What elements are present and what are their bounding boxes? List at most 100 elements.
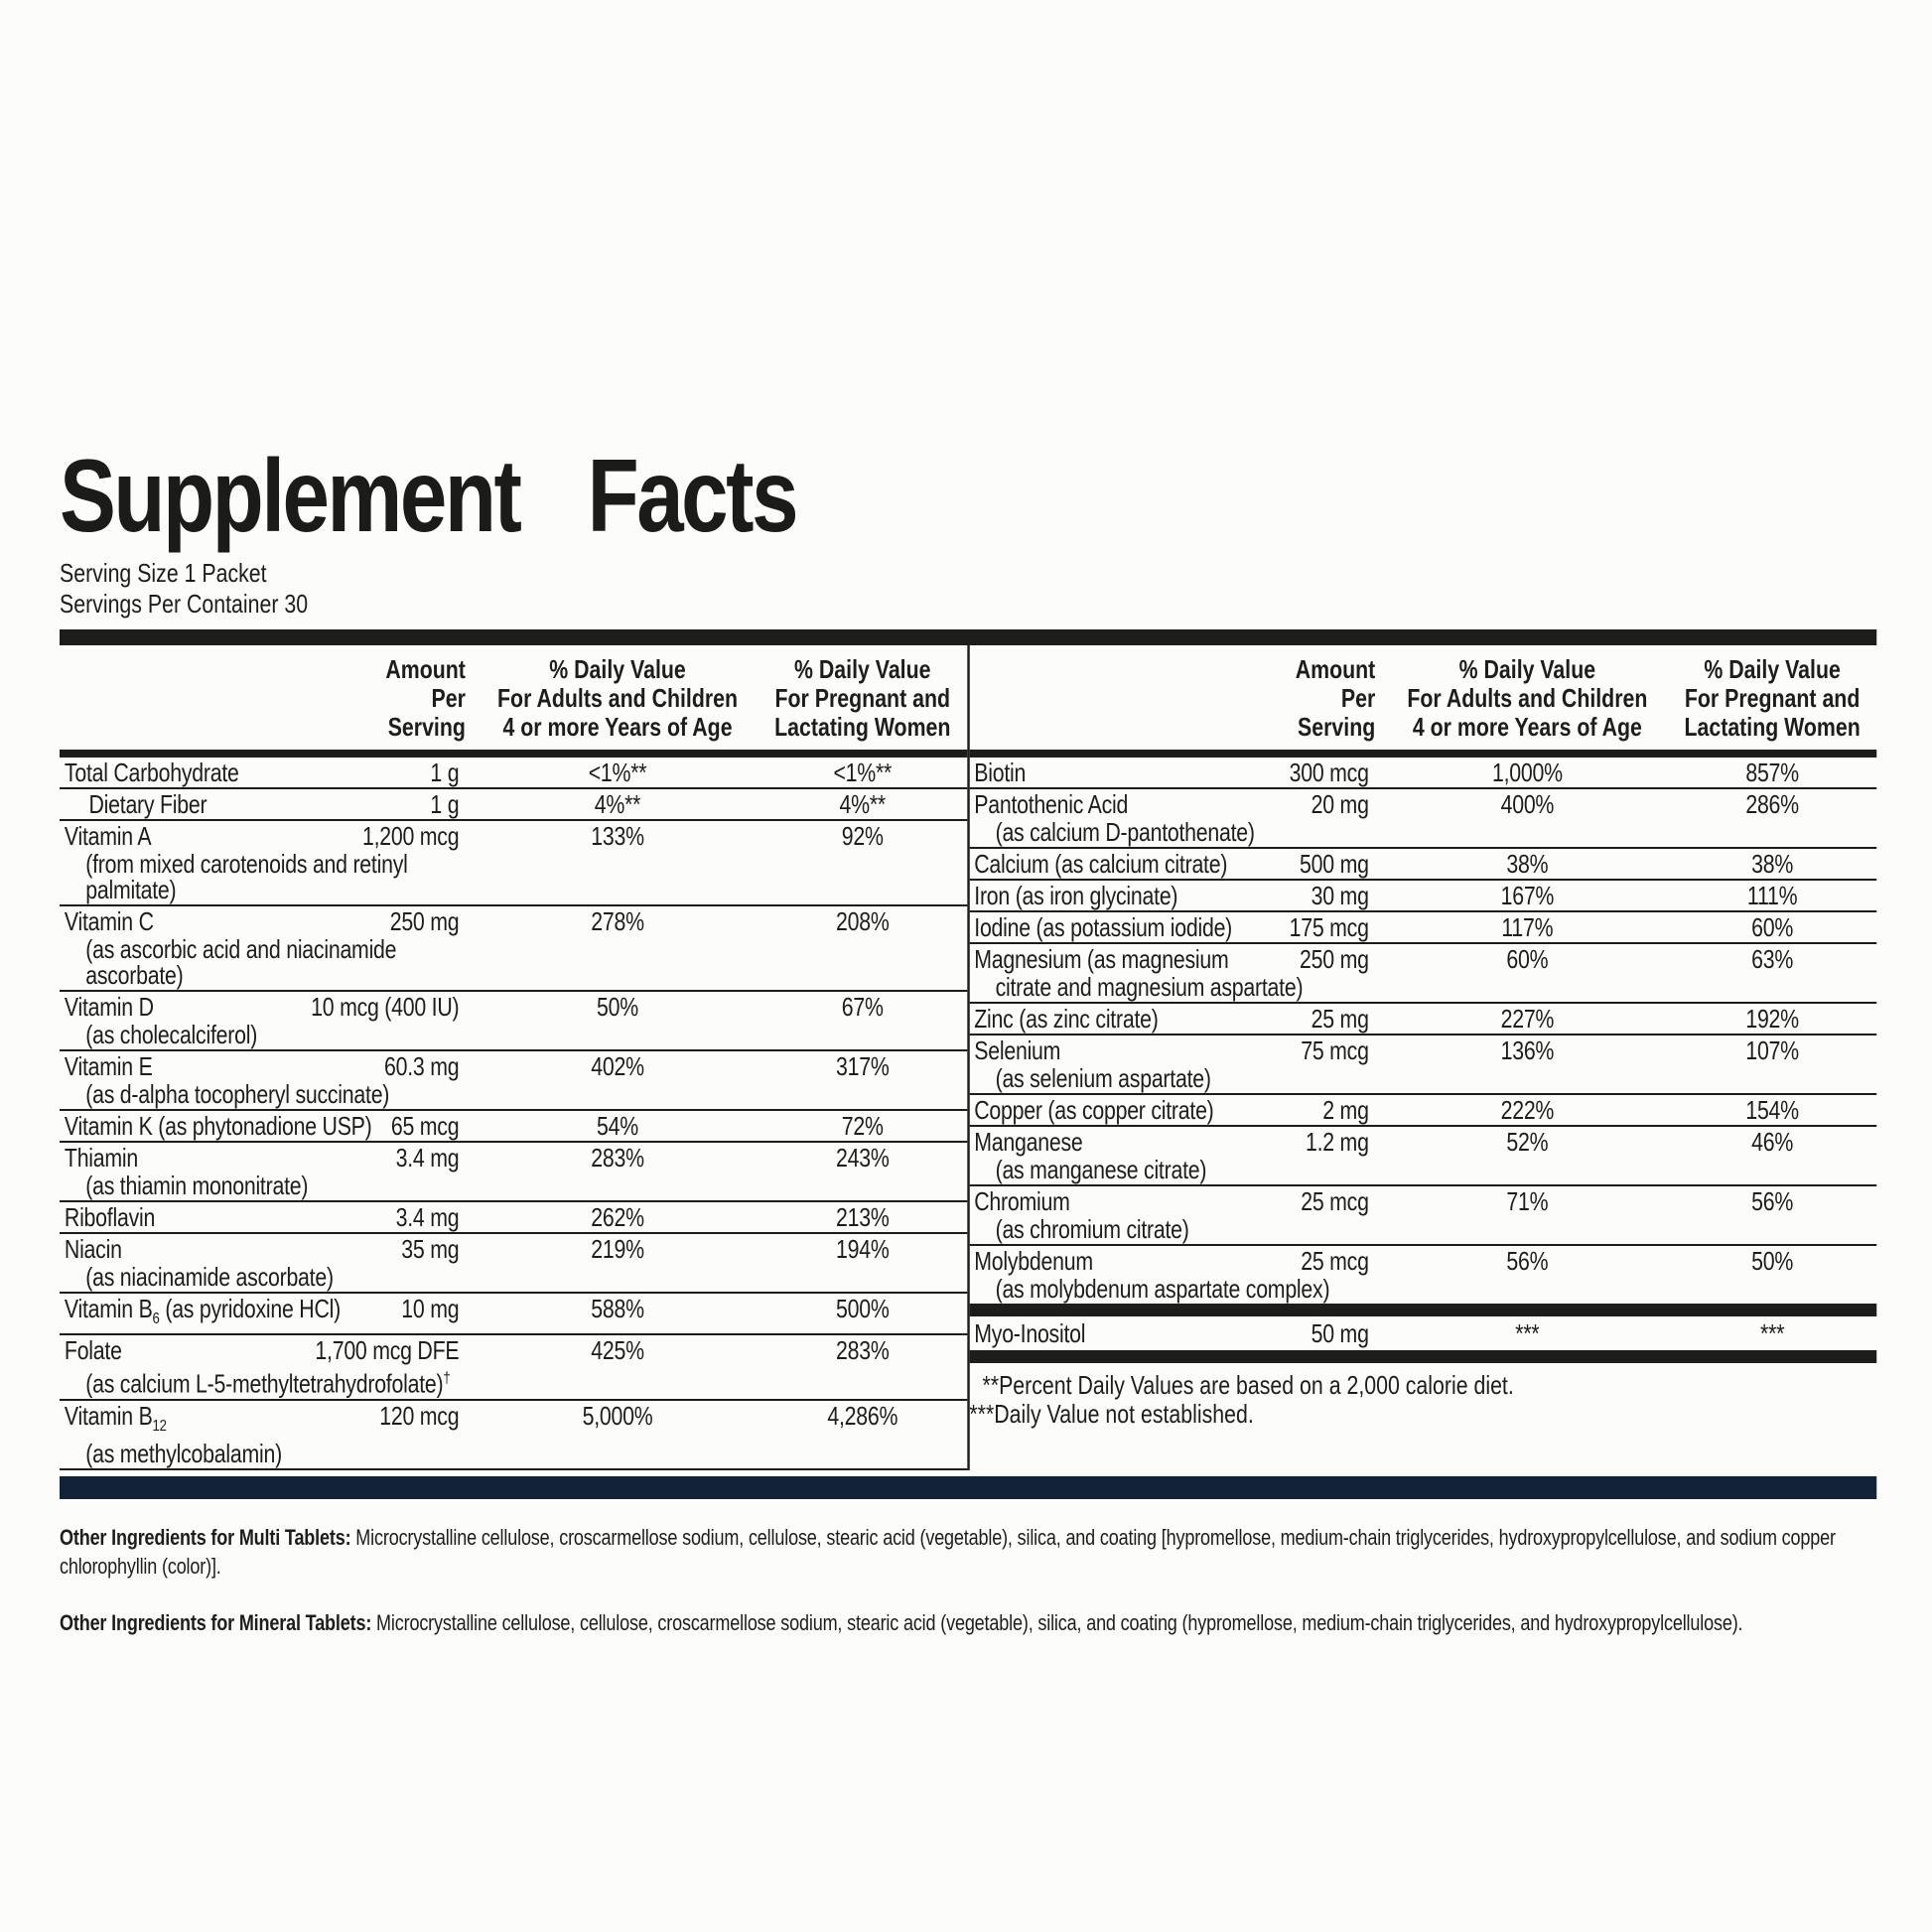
nutrient-cell: Vitamin B6 (as pyridoxine HCl) 10 mg bbox=[60, 1296, 477, 1331]
dv-pregnant-value: 56% bbox=[1751, 1186, 1794, 1216]
nutrient-source: (from mixed carotenoids and retinyl palm… bbox=[85, 849, 408, 904]
dv-pregnant-value: 72% bbox=[841, 1111, 884, 1141]
amount-column-header: Amount Per Serving bbox=[385, 654, 466, 742]
nutrient-cell: Zinc (as zinc citrate) 25 mg bbox=[969, 1006, 1386, 1032]
dv-adults-value: <1%** bbox=[588, 758, 647, 787]
left-table-header: Amount Per Serving % Daily Value For Adu… bbox=[60, 645, 967, 750]
nutrient-name: Riboflavin bbox=[64, 1202, 156, 1232]
dv-adults-column-header: % Daily Value For Adults and Children 4 … bbox=[497, 654, 739, 742]
nutrient-name: Manganese bbox=[974, 1127, 1083, 1157]
dv-pregnant-value: 286% bbox=[1745, 789, 1799, 819]
nutrient-source: (as chromium citrate) bbox=[995, 1214, 1189, 1244]
table-row: Myo-Inositol 50 mg *** *** bbox=[969, 1316, 1876, 1350]
nutrient-name: Myo-Inositol bbox=[974, 1318, 1086, 1348]
dv-adults-value: 278% bbox=[591, 906, 644, 936]
nutrient-name: Vitamin E bbox=[64, 1051, 153, 1081]
top-divider-bar bbox=[60, 629, 1877, 645]
amount-value: 500 mg bbox=[1300, 849, 1369, 879]
dv-adults-value: 133% bbox=[591, 821, 644, 851]
nutrient-cell: Pantothenic Acid 20 mg (as calcium D-panto… bbox=[969, 791, 1386, 845]
nutrient-name: Zinc (as zinc citrate) bbox=[974, 1004, 1159, 1034]
table-row: Iron (as iron glycinate) 30 mg 167% 111% bbox=[969, 881, 1877, 912]
amount-value: 25 mcg bbox=[1301, 1246, 1369, 1276]
table-row: Niacin 35 mg (as niacinamide ascorbate) 219… bbox=[60, 1234, 967, 1294]
nutrient-cell: Dietary Fiber 1 g bbox=[60, 791, 477, 817]
table-row: Iodine (as potassium iodide) 175 mcg 117% 6… bbox=[969, 912, 1877, 944]
right-table-rows: Biotin 300 mcg 1,000% 857% Pantothenic Acid 2… bbox=[969, 758, 1877, 1304]
amount-value: 50 mg bbox=[1311, 1318, 1369, 1348]
nutrient-cell: Manganese 1.2 mg (as manganese citrate) bbox=[969, 1129, 1386, 1182]
amount-value: 1,700 mcg DFE bbox=[315, 1335, 460, 1366]
nutrient-tables: Amount Per Serving % Daily Value For Adu… bbox=[60, 645, 1877, 1471]
label-content: Supplement Facts Serving Size 1 Packet S… bbox=[60, 445, 1877, 1637]
table-row: Molybdenum 25 mcg (as molybdenum aspartate… bbox=[969, 1246, 1876, 1304]
amount-value: 60.3 mg bbox=[384, 1051, 460, 1081]
nutrient-source: citrate and magnesium aspartate) bbox=[995, 972, 1304, 1002]
other-ingredients-multi-text: Microcrystalline cellulose, croscarmello… bbox=[60, 1525, 1836, 1580]
dv-pregnant-value: <1%** bbox=[833, 758, 893, 787]
bottom-navy-bar bbox=[60, 1476, 1877, 1500]
dv-adults-value: 52% bbox=[1506, 1127, 1549, 1157]
nutrient-name: Chromium bbox=[974, 1186, 1070, 1216]
nutrient-source: (as calcium L-5-methyltetrahydrofolate)† bbox=[85, 1368, 451, 1399]
amount-value: 120 mcg bbox=[379, 1400, 460, 1431]
nutrient-name: Magnesium (as magnesium bbox=[974, 944, 1229, 974]
table-row: Magnesium (as magnesium 250 mg citrate and… bbox=[969, 944, 1877, 1004]
dv-pregnant-value: 63% bbox=[1751, 944, 1794, 974]
nutrient-name: Vitamin A bbox=[64, 821, 152, 851]
dv-adults-value: *** bbox=[1515, 1318, 1540, 1348]
inositol-bottom-bar bbox=[969, 1350, 1877, 1363]
nutrient-name: Folate bbox=[64, 1335, 122, 1366]
dv-pregnant-value: 283% bbox=[835, 1335, 890, 1366]
amount-value: 20 mg bbox=[1311, 789, 1369, 819]
amount-value: 1.2 mg bbox=[1305, 1127, 1369, 1157]
dv-pregnant-value: 154% bbox=[1745, 1095, 1799, 1125]
table-row: Folate 1,700 mcg DFE (as calcium L-5-methy… bbox=[60, 1335, 967, 1401]
nutrient-name: Iron (as iron glycinate) bbox=[974, 881, 1178, 910]
serving-info: Serving Size 1 Packet Servings Per Conta… bbox=[60, 558, 1876, 620]
table-row: Riboflavin 3.4 mg 262% 213% bbox=[60, 1202, 967, 1234]
servings-per-container: Servings Per Container 30 bbox=[60, 589, 309, 619]
nutrient-name: Total Carbohydrate bbox=[64, 758, 239, 787]
nutrient-name: Niacin bbox=[64, 1234, 122, 1264]
dv-adults-value: 5,000% bbox=[582, 1400, 653, 1431]
table-row: Vitamin B12 120 mcg (as methylcobalamin) 5,… bbox=[60, 1400, 967, 1471]
nutrient-name: Vitamin B12 bbox=[64, 1400, 167, 1436]
inositol-top-bar bbox=[969, 1304, 1877, 1316]
nutrient-cell: Calcium (as calcium citrate) 500 mg bbox=[969, 851, 1386, 877]
dv-adults-value: 136% bbox=[1500, 1035, 1555, 1065]
nutrient-cell: Vitamin A 1,200 mcg (from mixed carotenoid… bbox=[60, 823, 477, 902]
dv-pregnant-value: 38% bbox=[1751, 849, 1794, 879]
dv-pregnant-value: 213% bbox=[835, 1202, 890, 1232]
amount-value: 2 mg bbox=[1322, 1095, 1369, 1125]
amount-value: 35 mg bbox=[401, 1234, 460, 1264]
amount-value: 1 g bbox=[430, 789, 460, 819]
dv-adults-value: 262% bbox=[591, 1202, 644, 1232]
other-ingredients-mineral-label: Other Ingredients for Mineral Tablets: bbox=[60, 1610, 372, 1636]
dv-adults-value: 1,000% bbox=[1491, 758, 1563, 787]
table-row: Thiamin 3.4 mg (as thiamin mononitrate) 283… bbox=[60, 1143, 967, 1202]
dv-adults-value: 400% bbox=[1500, 789, 1555, 819]
nutrient-name: Molybdenum bbox=[974, 1246, 1093, 1276]
amount-value: 75 mcg bbox=[1301, 1035, 1369, 1065]
amount-value: 175 mcg bbox=[1289, 912, 1369, 942]
table-row: Manganese 1.2 mg (as manganese citrate) 52%… bbox=[969, 1127, 1877, 1186]
table-row: Vitamin E 60.3 mg (as d-alpha tocopheryl s… bbox=[60, 1051, 967, 1111]
header-divider-bar bbox=[969, 750, 1877, 758]
amount-value: 250 mg bbox=[1300, 944, 1369, 974]
nutrient-source: (as d-alpha tocopheryl succinate) bbox=[85, 1079, 390, 1109]
table-row: Vitamin B6 (as pyridoxine HCl) 10 mg 588% 5… bbox=[60, 1294, 967, 1336]
dv-pregnant-value: 243% bbox=[835, 1143, 890, 1173]
nutrient-name: Thiamin bbox=[64, 1143, 139, 1173]
nutrient-cell: Riboflavin 3.4 mg bbox=[60, 1204, 477, 1230]
amount-value: 10 mg bbox=[401, 1294, 460, 1323]
right-nutrient-table: Amount Per Serving % Daily Value For Adu… bbox=[969, 645, 1877, 1470]
nutrient-cell: Magnesium (as magnesium 250 mg citrate and… bbox=[969, 946, 1386, 1000]
other-ingredients-multi-label: Other Ingredients for Multi Tablets: bbox=[60, 1525, 351, 1551]
amount-value: 25 mcg bbox=[1301, 1186, 1369, 1216]
dv-pregnant-column-header: % Daily Value For Pregnant and Lactating… bbox=[774, 654, 951, 742]
dv-pregnant-value: 208% bbox=[835, 906, 890, 936]
dv-pregnant-value: 500% bbox=[835, 1294, 890, 1323]
nutrient-cell: Thiamin 3.4 mg (as thiamin mononitrate) bbox=[60, 1145, 477, 1198]
